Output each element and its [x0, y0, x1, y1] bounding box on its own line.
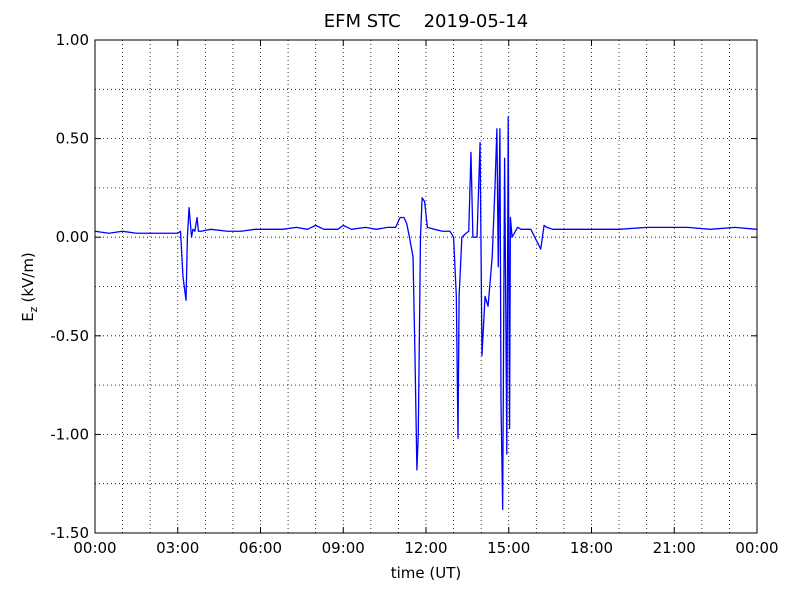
x-tick-label: 09:00 [322, 539, 365, 557]
x-tick-label: 06:00 [239, 539, 282, 557]
y-label-base: E [19, 312, 37, 321]
y-label-unit: (kV/m) [19, 252, 37, 302]
x-tick-label: 12:00 [404, 539, 447, 557]
x-axis-label: time (UT) [391, 564, 462, 582]
y-tick-label: -1.50 [50, 524, 89, 542]
x-tick-label: 03:00 [156, 539, 199, 557]
y-tick-label: 0.50 [56, 130, 89, 148]
y-tick-label: -0.50 [50, 327, 89, 345]
x-tick-label: 21:00 [653, 539, 696, 557]
y-label-sub: z [27, 306, 40, 312]
y-tick-label: 0.00 [56, 228, 89, 246]
x-tick-label: 18:00 [570, 539, 613, 557]
plot-frame [94, 39, 758, 534]
data-line [94, 116, 758, 510]
x-tick-label: 00:00 [73, 539, 116, 557]
x-tick-label: 15:00 [487, 539, 530, 557]
y-tick-label: 1.00 [56, 31, 89, 49]
y-axis-label: Ez (kV/m) [19, 252, 40, 322]
x-tick-label: 00:00 [735, 539, 778, 557]
y-tick-label: -1.00 [50, 425, 89, 443]
chart-title: EFM STC 2019-05-14 [324, 11, 528, 32]
